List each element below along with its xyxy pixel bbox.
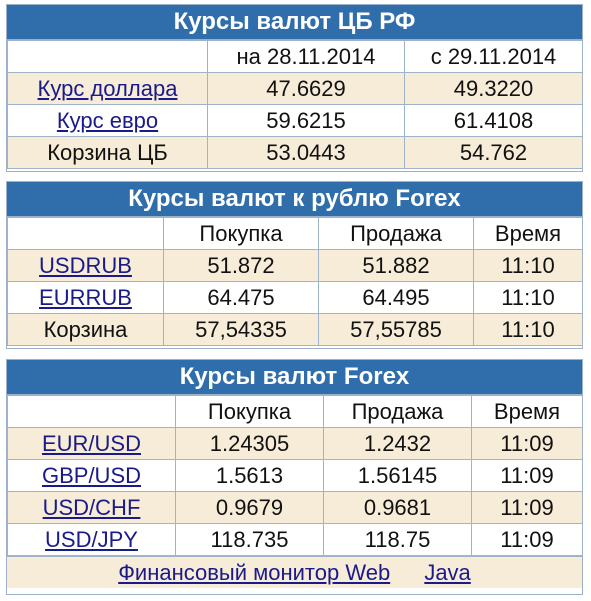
link-usdchf[interactable]: USD/CHF [42, 494, 141, 520]
header-cell-empty [7, 395, 176, 428]
value-cell: 0.9679 [175, 491, 324, 524]
table-header-row: Покупка Продажа Время [7, 395, 583, 428]
value-cell: 61.4108 [404, 104, 583, 137]
header-cell-buy: Покупка [175, 395, 324, 428]
link-eur-rate[interactable]: Курс евро [56, 107, 159, 133]
table-header-row: на 28.11.2014 с 29.11.2014 [7, 40, 583, 73]
link-usdjpy[interactable]: USD/JPY [45, 526, 138, 552]
table-row: Корзина 57,54335 57,55785 11:10 [7, 313, 583, 346]
header-cell-sell: Продажа [318, 217, 474, 250]
value-cell: 1.2432 [323, 427, 472, 460]
link-usd-rate[interactable]: Курс доллара [37, 75, 178, 101]
link-eurrub[interactable]: EURRUB [39, 284, 132, 310]
value-cell: 64.495 [318, 281, 474, 314]
time-cell: 11:09 [471, 459, 583, 492]
table-row: EUR/USD 1.24305 1.2432 11:09 [7, 427, 583, 460]
table-row: Курс доллара 47.6629 49.3220 [7, 72, 583, 105]
value-cell: 54.762 [404, 136, 583, 169]
header-cell-empty [7, 40, 208, 73]
value-cell: 47.6629 [207, 72, 405, 105]
header-cell-empty [7, 217, 164, 250]
time-cell: 11:09 [471, 427, 583, 460]
link-usdrub[interactable]: USDRUB [39, 252, 132, 278]
table-row: GBP/USD 1.5613 1.56145 11:09 [7, 459, 583, 492]
value-cell: 51.882 [318, 249, 474, 282]
table-row: USD/JPY 118.735 118.75 11:09 [7, 523, 583, 556]
value-cell: 0.9681 [323, 491, 472, 524]
table-row: EURRUB 64.475 64.495 11:10 [7, 281, 583, 314]
header-cell-date-1: на 28.11.2014 [207, 40, 405, 73]
forex-panel: Курсы валют Forex Покупка Продажа Время … [6, 359, 583, 595]
link-eurusd[interactable]: EUR/USD [41, 430, 141, 456]
time-cell: 11:09 [471, 523, 583, 556]
value-cell: 64.475 [163, 281, 319, 314]
header-cell-time: Время [473, 217, 583, 250]
cbr-rates-panel: Курсы валют ЦБ РФ на 28.11.2014 с 29.11.… [6, 4, 583, 172]
value-cell: 53.0443 [207, 136, 405, 169]
table-row: USDRUB 51.872 51.882 11:10 [7, 249, 583, 282]
cbr-rates-table: на 28.11.2014 с 29.11.2014 Курс доллара … [7, 40, 583, 169]
header-cell-date-2: с 29.11.2014 [404, 40, 583, 73]
link-financial-monitor-web[interactable]: Финансовый монитор Web [118, 560, 391, 585]
time-cell: 11:10 [473, 281, 583, 314]
time-cell: 11:10 [473, 313, 583, 346]
table-row: Курс евро 59.6215 61.4108 [7, 104, 583, 137]
cbr-rates-title: Курсы валют ЦБ РФ [7, 5, 582, 40]
time-cell: 11:10 [473, 249, 583, 282]
value-cell: 49.3220 [404, 72, 583, 105]
value-cell: 59.6215 [207, 104, 405, 137]
forex-rub-panel: Курсы валют к рублю Forex Покупка Продаж… [6, 181, 583, 349]
value-cell: 51.872 [163, 249, 319, 282]
value-cell: 1.56145 [323, 459, 472, 492]
forex-rub-table: Покупка Продажа Время USDRUB 51.872 51.8… [7, 217, 583, 346]
table-row: Корзина ЦБ 53.0443 54.762 [7, 136, 583, 169]
table-row: USD/CHF 0.9679 0.9681 11:09 [7, 491, 583, 524]
header-cell-time: Время [471, 395, 583, 428]
value-cell: 118.735 [175, 523, 324, 556]
header-cell-sell: Продажа [323, 395, 472, 428]
time-cell: 11:09 [471, 491, 583, 524]
value-cell: 57,54335 [163, 313, 319, 346]
value-cell: 1.5613 [175, 459, 324, 492]
value-cell: 118.75 [323, 523, 472, 556]
value-cell: 1.24305 [175, 427, 324, 460]
value-cell: 57,55785 [318, 313, 474, 346]
link-gbpusd[interactable]: GBP/USD [41, 462, 142, 488]
forex-title: Курсы валют Forex [7, 360, 582, 395]
forex-rub-title: Курсы валют к рублю Forex [7, 182, 582, 217]
forex-table: Покупка Продажа Время EUR/USD 1.24305 1.… [7, 395, 583, 556]
header-cell-buy: Покупка [163, 217, 319, 250]
row-label: Корзина [7, 313, 164, 346]
table-header-row: Покупка Продажа Время [7, 217, 583, 250]
footer-links: Финансовый монитор Web Java [7, 556, 582, 588]
link-java[interactable]: Java [424, 560, 471, 585]
row-label: Корзина ЦБ [7, 136, 208, 169]
